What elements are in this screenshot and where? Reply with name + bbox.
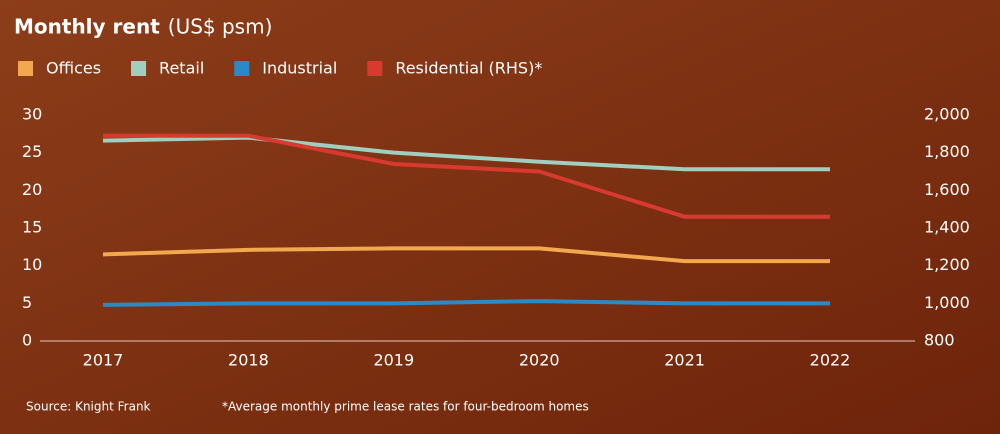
x-tick-label: 2022 [810,351,851,370]
y2-tick-label: 1,800 [924,142,970,161]
y-tick-label: 20 [22,180,42,199]
y2-tick-label: 1,400 [924,218,970,237]
x-tick-label: 2020 [519,351,560,370]
y2-tick-label: 1,200 [924,255,970,274]
legend-swatch [367,61,383,76]
y-tick-label: 30 [22,105,42,124]
x-tick-label: 2019 [373,351,414,370]
y-tick-label: 0 [22,331,32,350]
source: Source: Knight Frank [26,400,151,414]
legend-swatch [131,61,147,76]
x-tick-label: 2021 [664,351,705,370]
y-tick-label: 10 [22,255,42,274]
y2-tick-label: 1,000 [924,293,970,312]
legend-label: Industrial [262,59,337,78]
y2-tick-label: 800 [924,331,955,350]
x-tick-label: 2018 [228,351,269,370]
legend-label: Retail [159,59,204,78]
series-line [103,133,830,219]
series-line [102,246,830,264]
y2-tick-label: 1,600 [924,180,970,199]
y-tick-label: 15 [22,218,42,237]
chart-title: Monthly rent [14,15,160,39]
x-tick-label: 2017 [83,351,124,370]
y2-tick-label: 2,000 [924,105,970,124]
series-line [102,135,830,172]
legend-swatch [234,61,250,76]
chart-subtitle: (US$ psm) [168,15,273,39]
legend-swatch [18,61,33,76]
legend-label: Offices [46,59,101,78]
footnote: *Average monthly prime lease rates for f… [222,400,589,414]
y-tick-label: 25 [22,142,42,161]
series-line [102,299,830,307]
legend-label: Residential (RHS)* [395,59,542,78]
y-tick-label: 5 [22,293,32,312]
